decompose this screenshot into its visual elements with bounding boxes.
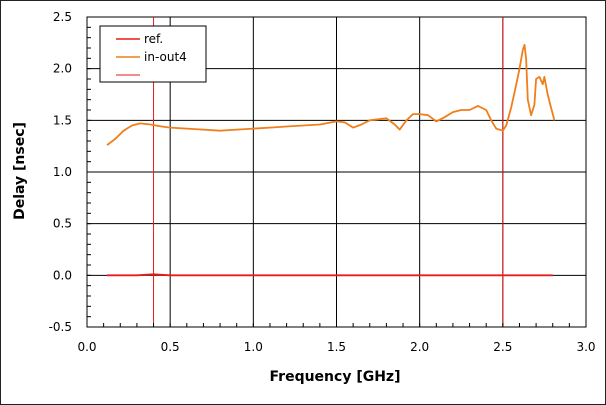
- y-tick-label: 1.0: [53, 165, 72, 179]
- x-tick-label: 0.0: [77, 340, 96, 354]
- y-tick-label: -0.5: [49, 320, 72, 334]
- legend-label-in-out4: in-out4: [144, 50, 187, 64]
- y-tick-label: 2.5: [53, 10, 72, 24]
- y-tick-label: 0.5: [53, 217, 72, 231]
- x-tick-label: 2.0: [410, 340, 429, 354]
- tick-labels: 0.0 0.5 1.0 1.5 2.0 2.5 3.0 -0.5 0.0 0.5 1.0 1.5 2.0…: [49, 10, 596, 354]
- legend-label-ref: ref.: [144, 32, 163, 46]
- y-tick-label: 0.0: [53, 268, 72, 282]
- y-tick-label: 1.5: [53, 113, 72, 127]
- y-axis-title: Delay [nsec]: [12, 122, 28, 220]
- x-tick-label: 3.0: [576, 340, 595, 354]
- series-line-in-out4: [106, 44, 556, 146]
- legend-box: [99, 25, 207, 83]
- x-tick-label: 1.0: [244, 340, 263, 354]
- axis-ticks: [86, 16, 587, 328]
- x-axis-title: Frequency [GHz]: [270, 369, 401, 385]
- x-tick-label: 0.5: [161, 340, 180, 354]
- data-series: [106, 44, 556, 277]
- x-tick-label: 2.5: [493, 340, 512, 354]
- x-tick-label: 1.5: [327, 340, 346, 354]
- series-line-ref-: [107, 273, 553, 277]
- y-tick-label: 2.0: [53, 62, 72, 76]
- legend: ref. in-out4: [99, 25, 207, 83]
